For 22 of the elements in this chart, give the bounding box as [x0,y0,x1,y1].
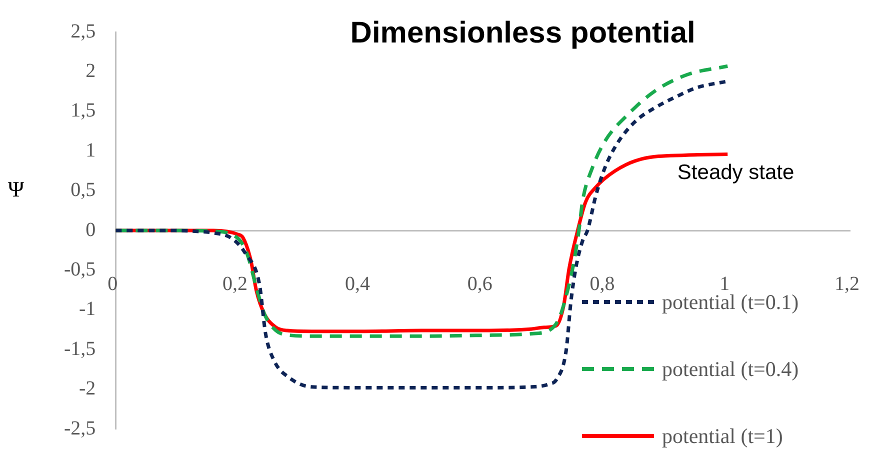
chart-title: Dimensionless potential [350,16,696,50]
x-tick-label: 0,4 [344,272,370,295]
x-tick-label: 0,6 [467,272,492,295]
y-tick-label: 1 [86,139,96,162]
y-axis-title: Ψ [8,176,25,202]
y-tick-label: -1,5 [64,338,96,360]
y-tick-label: -0,5 [64,258,96,280]
legend-label: potential (t=1) [662,424,783,448]
x-tick-label: 0,2 [222,272,248,295]
y-tick-label: -2,5 [64,417,96,440]
y-tick-label: 2 [86,60,96,82]
y-tick-label: 1,5 [70,100,96,122]
annotation: Steady state [677,161,794,184]
y-tick-label: -2 [78,378,96,400]
y-tick-label: 2,5 [70,20,96,42]
y-tick-label: -1 [78,298,96,320]
x-tick-label: 0,8 [590,272,615,295]
x-tick-label: 0 [108,272,118,295]
y-tick-label: 0,5 [70,179,96,202]
legend-label: potential (t=0.4) [662,356,799,382]
y-tick-label: 0 [86,218,96,241]
x-tick-label: 1,2 [834,272,860,295]
